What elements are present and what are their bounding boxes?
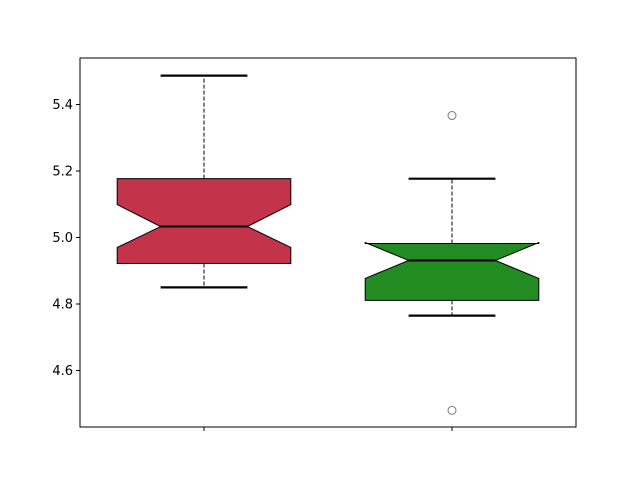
box-group-2 <box>364 111 540 415</box>
plot-frame <box>79 57 577 428</box>
y-tick-label: 4.8 <box>52 298 73 313</box>
y-tick-label: 4.6 <box>52 364 73 379</box>
y-tick-label: 5.0 <box>52 231 73 246</box>
outlier-point <box>447 111 457 121</box>
outlier-point <box>447 405 457 415</box>
y-tick-label: 5.2 <box>52 165 73 180</box>
box-group-1 <box>116 74 292 289</box>
box-body <box>116 178 292 264</box>
box-body <box>364 241 540 301</box>
y-tick-label: 5.4 <box>52 98 73 113</box>
